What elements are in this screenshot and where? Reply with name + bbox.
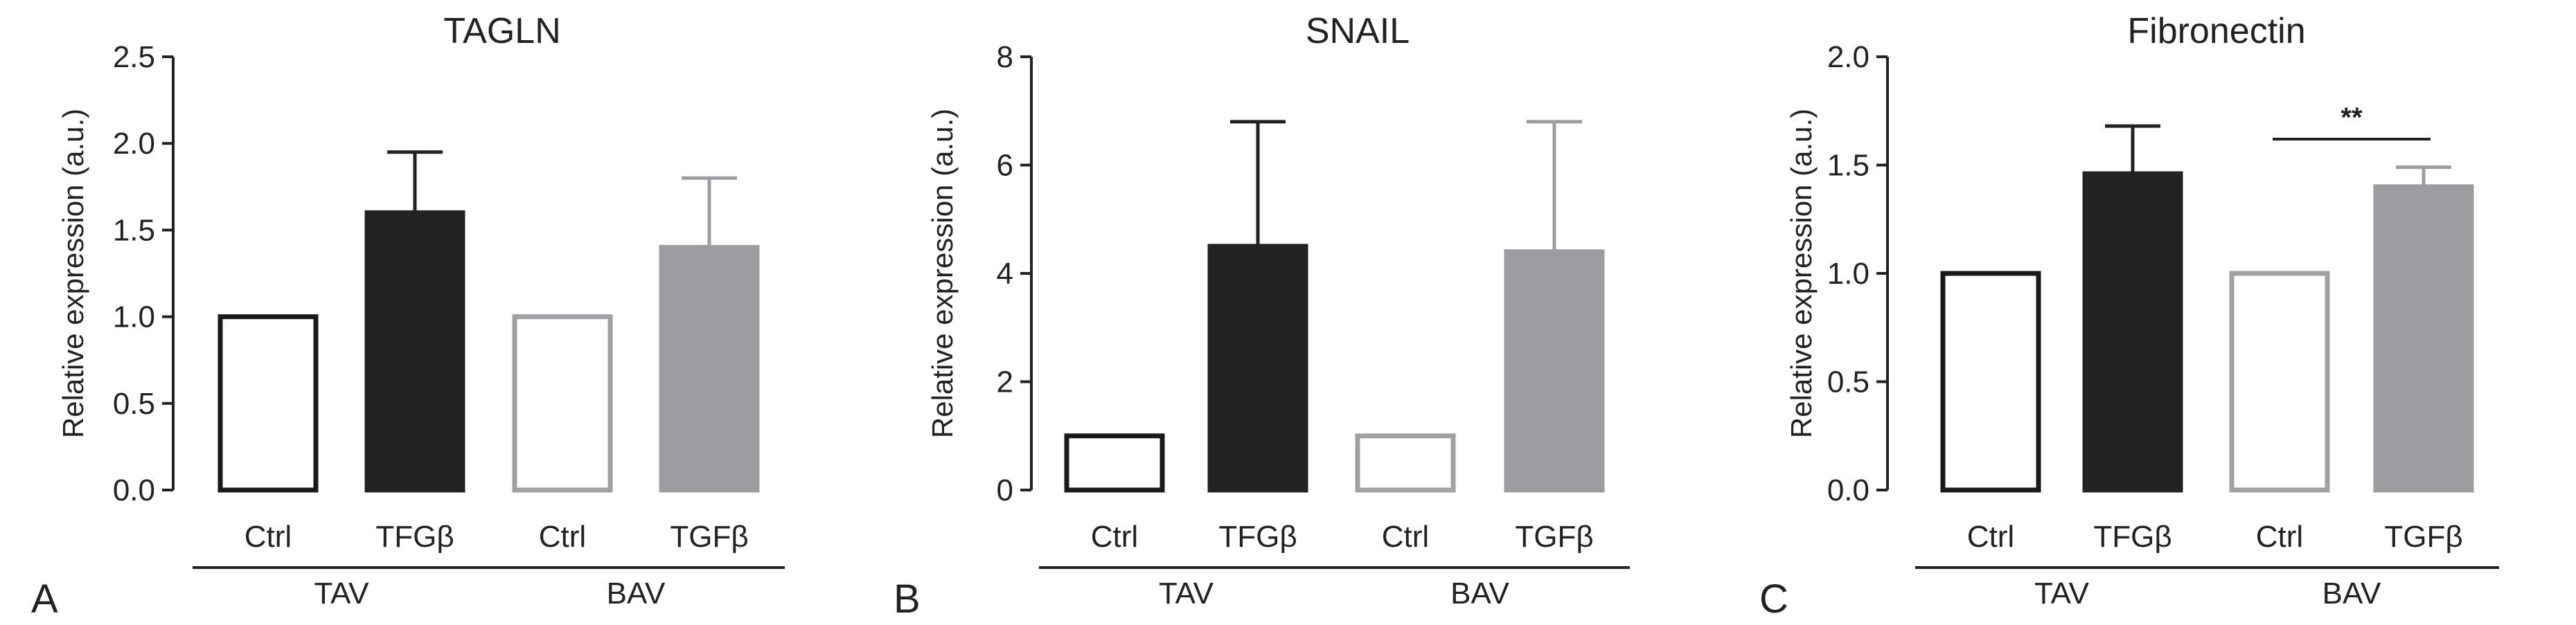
panel-b: SNAIL 0 2 4 6 8 Relative expression (a.u.) Ctrl… (894, 11, 1630, 622)
bar-3 (2229, 271, 2330, 493)
bar-4 (659, 244, 760, 493)
category-label: TGFβ (1515, 520, 1593, 554)
category-label: Ctrl (539, 520, 586, 554)
category-label: TFGβ (1218, 520, 1297, 554)
bar-1 (217, 314, 319, 493)
category-label: Ctrl (1382, 520, 1429, 554)
category-label: TFGβ (375, 520, 454, 554)
y-tick-label: 0.0 (113, 473, 155, 507)
group-label: TAV (314, 577, 369, 610)
group-label: BAV (1450, 577, 1509, 610)
bar-3 (1355, 433, 1456, 493)
y-axis-label: Relative expression (a.u.) (57, 109, 89, 438)
y-tick-label: 2 (997, 365, 1013, 399)
bar-2 (2082, 171, 2183, 493)
y-axis-label: Relative expression (a.u.) (1785, 109, 1818, 438)
y-tick-label: 1.0 (1827, 257, 1869, 291)
bar-4 (1504, 249, 1605, 493)
group-label: BAV (2322, 577, 2381, 610)
group-label: TAV (1159, 577, 1214, 610)
category-label: Ctrl (245, 520, 292, 554)
category-label: Ctrl (1091, 520, 1138, 554)
group-label: TAV (2034, 577, 2090, 610)
chart-title: Fibronectin (2127, 11, 2305, 51)
panel-a: TAGLN 0.0 0.5 1.0 1.5 2.0 2.5 Relative expressi… (31, 11, 785, 622)
bar-3 (512, 314, 613, 493)
y-tick-label: 0.5 (113, 387, 155, 421)
group-label: BAV (607, 577, 666, 610)
y-tick-label: 2.5 (113, 40, 155, 74)
category-label: Ctrl (2256, 520, 2303, 554)
category-label: TGFβ (670, 520, 748, 554)
bar-2 (1207, 244, 1308, 493)
panel-letter: B (894, 577, 921, 622)
panel-c: Fibronectin 0.0 0.5 1.0 1.5 2.0 Relative expre… (1759, 11, 2499, 622)
y-tick-label: 1.5 (113, 213, 155, 247)
y-tick-label: 2.0 (113, 127, 155, 161)
y-tick-label: 0 (997, 473, 1013, 507)
y-tick-label: 1.0 (113, 300, 155, 334)
bar-1 (1940, 271, 2041, 493)
y-tick-label: 8 (997, 40, 1013, 74)
y-tick-label: 4 (997, 257, 1013, 291)
y-tick-label: 2.0 (1827, 40, 1869, 74)
category-label: TFGβ (2093, 520, 2171, 554)
y-tick-label: 1.5 (1827, 149, 1869, 183)
y-tick-label: 0.0 (1827, 473, 1869, 507)
chart-title: SNAIL (1306, 11, 1410, 51)
chart-title: TAGLN (443, 11, 561, 51)
panel-letter: A (31, 577, 58, 622)
panel-letter: C (1759, 577, 1788, 622)
bar-2 (364, 210, 465, 493)
category-label: Ctrl (1967, 520, 2014, 554)
y-axis-label: Relative expression (a.u.) (926, 109, 959, 438)
bar-4 (2373, 184, 2474, 493)
category-label: TGFβ (2384, 520, 2462, 554)
significance-label: ** (2340, 102, 2363, 133)
y-tick-label: 6 (997, 149, 1013, 183)
y-tick-label: 0.5 (1827, 365, 1869, 399)
bar-1 (1064, 433, 1165, 493)
